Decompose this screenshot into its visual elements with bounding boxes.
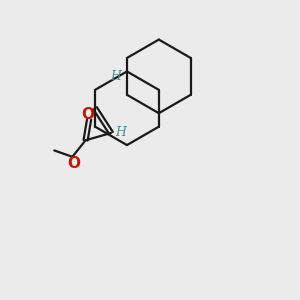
Text: H: H (110, 70, 121, 83)
Text: O: O (81, 106, 94, 122)
Text: H: H (115, 127, 126, 140)
Text: O: O (67, 156, 80, 171)
